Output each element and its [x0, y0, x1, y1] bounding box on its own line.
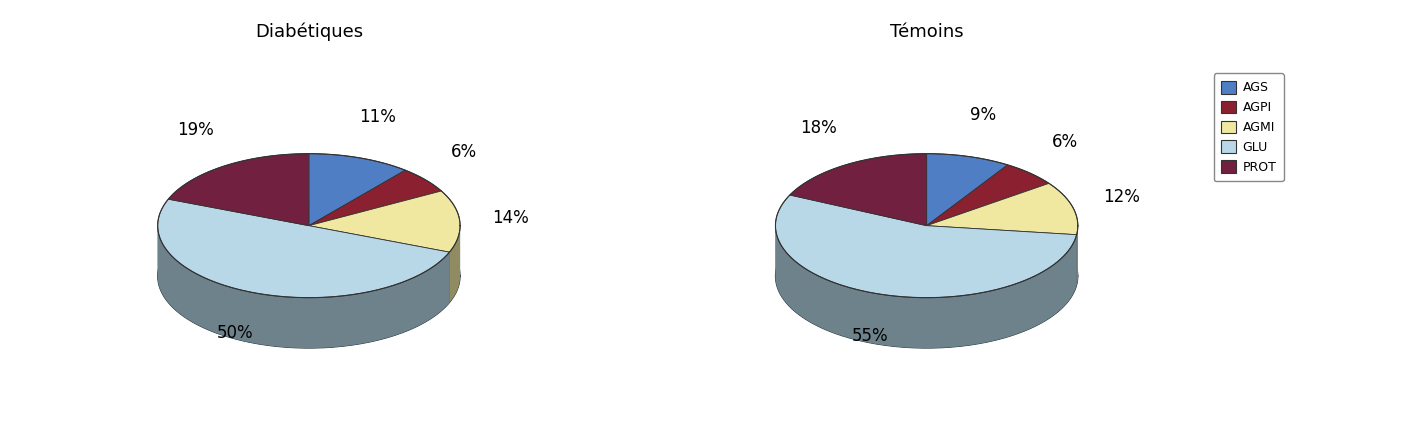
- Polygon shape: [927, 154, 1008, 226]
- Text: 9%: 9%: [970, 106, 995, 124]
- Text: 19%: 19%: [177, 122, 213, 139]
- Polygon shape: [927, 165, 1049, 226]
- Polygon shape: [927, 183, 1078, 235]
- Polygon shape: [168, 154, 309, 226]
- Text: 6%: 6%: [451, 143, 477, 161]
- Polygon shape: [309, 170, 441, 226]
- Text: 55%: 55%: [852, 327, 889, 345]
- Polygon shape: [157, 204, 461, 348]
- Text: 50%: 50%: [216, 324, 253, 342]
- Legend: AGS, AGPI, AGMI, GLU, PROT: AGS, AGPI, AGMI, GLU, PROT: [1213, 73, 1283, 181]
- Polygon shape: [309, 154, 406, 226]
- Text: 12%: 12%: [1104, 188, 1140, 206]
- Polygon shape: [309, 191, 461, 252]
- Polygon shape: [775, 204, 1078, 348]
- Polygon shape: [157, 226, 461, 348]
- Text: 14%: 14%: [491, 210, 528, 228]
- Polygon shape: [775, 229, 1077, 348]
- Polygon shape: [790, 154, 927, 226]
- Text: 11%: 11%: [359, 108, 396, 127]
- Polygon shape: [157, 227, 449, 348]
- Text: 6%: 6%: [1052, 133, 1078, 151]
- Polygon shape: [775, 195, 1077, 298]
- Polygon shape: [775, 226, 1078, 348]
- Polygon shape: [157, 199, 449, 298]
- Title: Témoins: Témoins: [890, 23, 963, 41]
- Polygon shape: [449, 226, 461, 303]
- Text: 18%: 18%: [800, 119, 837, 137]
- Title: Diabétiques: Diabétiques: [254, 23, 364, 41]
